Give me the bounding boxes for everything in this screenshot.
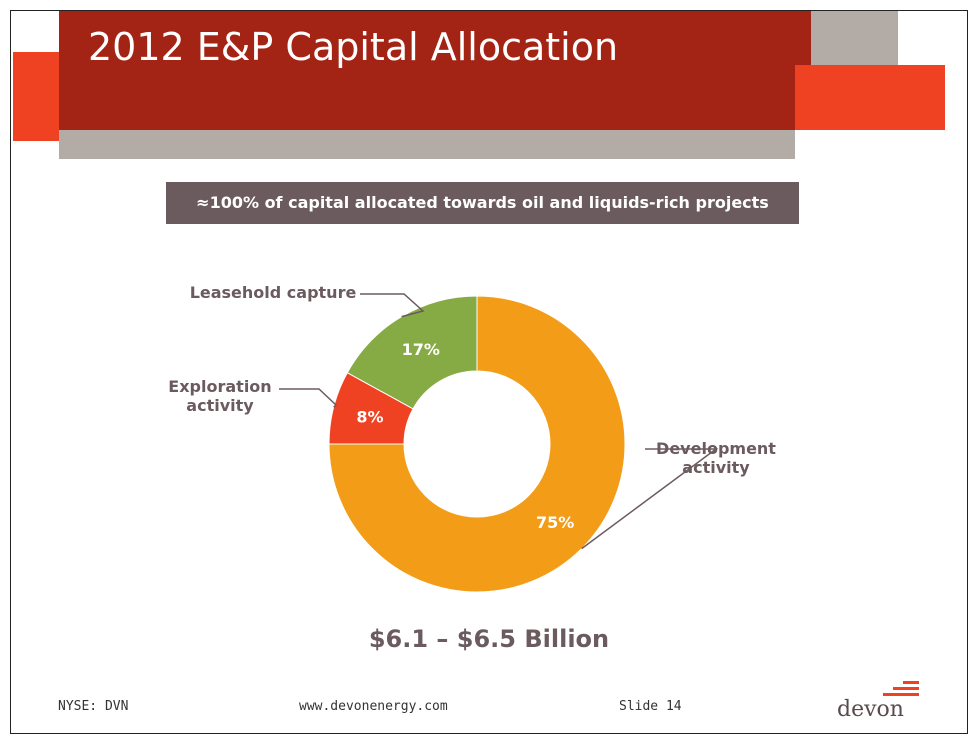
logo-wordmark: devon [837, 697, 904, 722]
category-label-1-line-1: activity [186, 396, 254, 415]
percent-labels: 75% 8% 17% [356, 340, 574, 532]
header-band [59, 11, 898, 130]
footer-ticker: NYSE: DVN [58, 699, 129, 714]
category-label-1-line-0: Exploration [168, 377, 271, 396]
donut-slice-2 [346, 295, 478, 410]
donut-chart: 75%8%17% DevelopmentactivityExplorationa… [168, 283, 776, 593]
slide-title: 2012 E&P Capital Allocation [88, 25, 619, 69]
leader-lines [279, 293, 719, 550]
capital-total: $6.1 – $6.5 Billion [368, 625, 610, 653]
donut-slice-0 [328, 295, 626, 593]
footer-website[interactable]: www.devonenergy.com [299, 699, 448, 714]
leader-line-1 [279, 388, 338, 408]
category-label-0-line-0: Development [656, 439, 776, 458]
logo-bar-3 [883, 693, 919, 696]
category-label-2-line-0: Leasehold capture [190, 283, 357, 302]
category-label-0-line-1: activity [682, 458, 750, 477]
percent-label-1: 8% [356, 408, 383, 427]
category-labels: DevelopmentactivityExplorationactivityLe… [168, 283, 776, 477]
summary-banner: ≈100% of capital allocated towards oil a… [166, 182, 799, 224]
header-gray-square [811, 11, 898, 66]
logo-bar-1 [903, 681, 919, 684]
footer-slide-number: Slide 14 [619, 699, 682, 714]
devon-logo: devon [837, 677, 919, 722]
header-gray-bar [59, 130, 795, 159]
slide-frame: 2012 E&P Capital Allocation ≈100% of cap… [10, 10, 968, 734]
leader-line-0 [581, 448, 719, 550]
donut-slices [328, 295, 626, 593]
logo-bar-2 [893, 687, 919, 690]
percent-label-0: 75% [536, 513, 574, 532]
leader-line-2 [360, 293, 425, 318]
percent-label-2: 17% [402, 340, 440, 359]
header-accent-left [13, 52, 59, 141]
header-accent-right [795, 65, 945, 130]
